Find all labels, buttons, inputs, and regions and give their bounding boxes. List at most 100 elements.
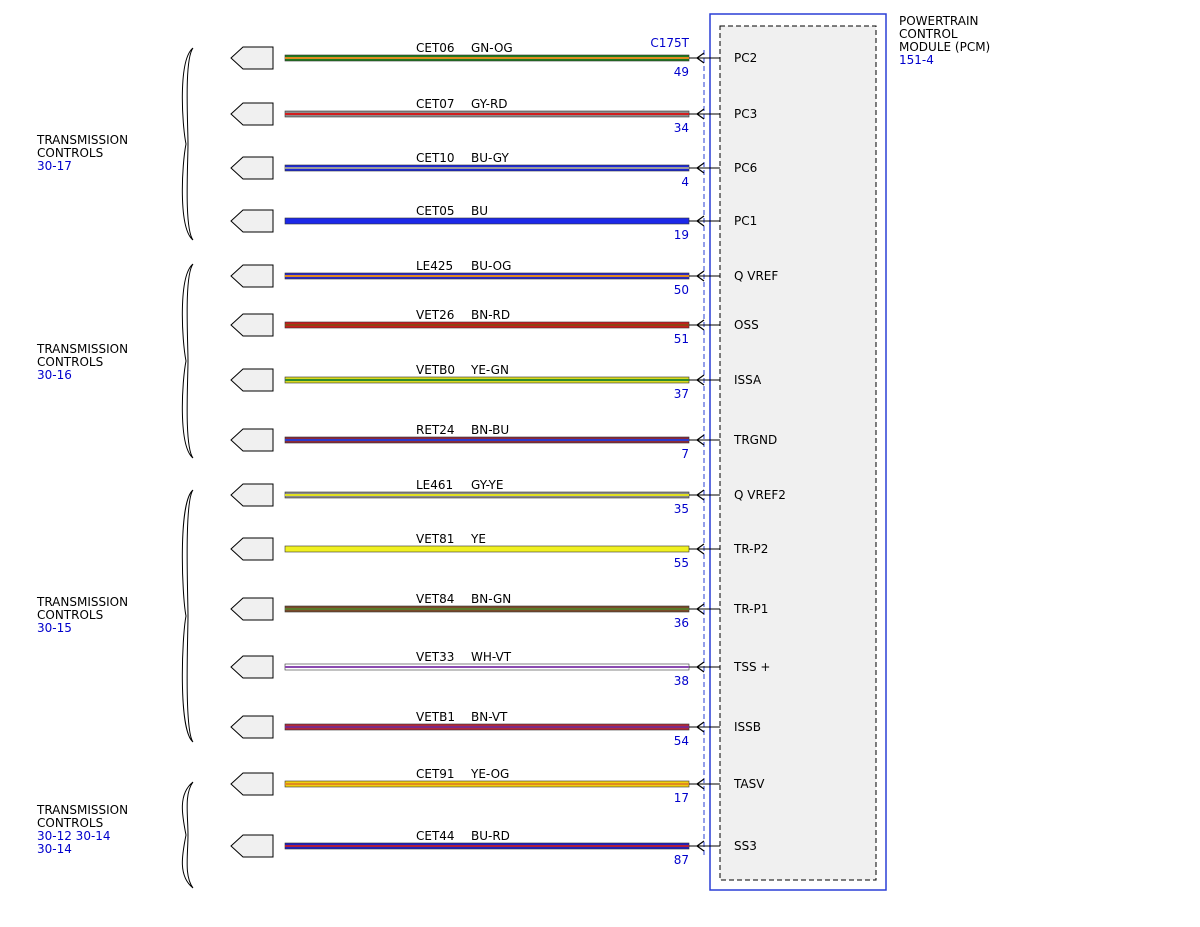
- pin-signal-label: ISSB: [734, 720, 761, 734]
- pin-number[interactable]: 36: [674, 616, 689, 630]
- pin-signal-label: PC3: [734, 107, 757, 121]
- pin-number[interactable]: 54: [674, 734, 689, 748]
- pin-number[interactable]: 37: [674, 387, 689, 401]
- wire-row: RET24 BN-BU 7 TRGND: [230, 423, 777, 461]
- pin-number[interactable]: 34: [674, 121, 689, 135]
- group-label: CONTROLS: [37, 816, 103, 830]
- pin-number[interactable]: 49: [674, 65, 689, 79]
- pin-signal-label: PC2: [734, 51, 757, 65]
- group-label: TRANSMISSION: [36, 342, 128, 356]
- group-reference-link[interactable]: 30-12 30-14: [37, 829, 111, 843]
- wire-stripe: [285, 324, 689, 326]
- connector-terminal[interactable]: [230, 209, 274, 233]
- wire-stripe: [285, 666, 689, 668]
- circuit-label: VET26: [416, 308, 454, 322]
- group-label: CONTROLS: [37, 608, 103, 622]
- connector-terminal[interactable]: [230, 102, 274, 126]
- wire-stripe: [285, 167, 689, 169]
- pin-signal-label: PC6: [734, 161, 757, 175]
- wire-color-label: GN-OG: [471, 41, 513, 55]
- pin-number[interactable]: 4: [681, 175, 689, 189]
- group-label: TRANSMISSION: [36, 595, 128, 609]
- wire-row: VETB0 YE-GN 37 ISSA: [230, 363, 762, 401]
- connector-terminal[interactable]: [230, 537, 274, 561]
- pin-number[interactable]: 87: [674, 853, 689, 867]
- group-brace: [181, 263, 194, 459]
- pin-number[interactable]: 19: [674, 228, 689, 242]
- wire-color-label: WH-VT: [471, 650, 512, 664]
- connector-terminal[interactable]: [230, 834, 274, 858]
- pin-number[interactable]: 51: [674, 332, 689, 346]
- group-brace: [181, 489, 194, 743]
- pcm-title-line-2: CONTROL: [899, 27, 958, 41]
- wire-row: LE425 BU-OG 50 Q VREF: [230, 259, 778, 297]
- connector-terminal[interactable]: [230, 428, 274, 452]
- connector-terminal[interactable]: [230, 264, 274, 288]
- wire-color-label: BN-RD: [471, 308, 510, 322]
- pin-signal-label: TR-P1: [733, 602, 768, 616]
- circuit-label: LE425: [416, 259, 453, 273]
- pin-number[interactable]: 38: [674, 674, 689, 688]
- circuit-label: VET33: [416, 650, 454, 664]
- wire-stripe: [285, 113, 689, 115]
- connector-terminal[interactable]: [230, 772, 274, 796]
- group-reference-link[interactable]: 30-17: [37, 159, 72, 173]
- pin-signal-label: PC1: [734, 214, 757, 228]
- circuit-label: CET06: [416, 41, 455, 55]
- wire-color-label: BU-GY: [471, 151, 509, 165]
- wire-row: CET10 BU-GY 4 PC6: [230, 151, 757, 189]
- pin-arrow-icon: [695, 434, 705, 446]
- pin-arrow-icon: [695, 108, 705, 120]
- pin-number[interactable]: 35: [674, 502, 689, 516]
- pin-arrow-icon: [695, 52, 705, 64]
- wires-layer: CET06 GN-OG 49 PC2 CET07 GY-RD 34 PC3 CET10 BU-GY…: [230, 41, 786, 867]
- pin-arrow-icon: [695, 319, 705, 331]
- groups-layer: TRANSMISSIONCONTROLS30-17TRANSMISSIONCON…: [36, 47, 194, 889]
- connector-terminal[interactable]: [230, 313, 274, 337]
- pin-arrow-icon: [695, 778, 705, 790]
- pcm-reference-link[interactable]: 151-4: [899, 53, 934, 67]
- pin-arrow-icon: [695, 543, 705, 555]
- group-label: TRANSMISSION: [36, 133, 128, 147]
- pin-arrow-icon: [695, 840, 705, 852]
- pin-arrow-icon: [695, 603, 705, 615]
- group-reference-link[interactable]: 30-15: [37, 621, 72, 635]
- pin-number[interactable]: 17: [674, 791, 689, 805]
- connector-terminal[interactable]: [230, 156, 274, 180]
- circuit-label: LE461: [416, 478, 453, 492]
- pin-signal-label: SS3: [734, 839, 757, 853]
- wire-row: VET81 YE 55 TR-P2: [230, 532, 768, 570]
- pin-arrow-icon: [695, 215, 705, 227]
- connector-terminal[interactable]: [230, 483, 274, 507]
- circuit-label: CET91: [416, 767, 455, 781]
- wire[interactable]: [284, 545, 690, 553]
- wire-row: CET07 GY-RD 34 PC3: [230, 97, 757, 135]
- pin-signal-label: TR-P2: [733, 542, 768, 556]
- wire-row: VET84 BN-GN 36 TR-P1: [230, 592, 768, 630]
- pin-signal-label: Q VREF: [734, 269, 778, 283]
- circuit-label: VET84: [416, 592, 454, 606]
- wire[interactable]: [284, 217, 690, 225]
- connector-terminal[interactable]: [230, 655, 274, 679]
- pin-arrow-icon: [695, 374, 705, 386]
- pcm-module-body: [719, 25, 877, 881]
- connector-terminal[interactable]: [230, 597, 274, 621]
- connector-terminal[interactable]: [230, 368, 274, 392]
- pin-number[interactable]: 50: [674, 283, 689, 297]
- group-reference-link[interactable]: 30-14: [37, 842, 72, 856]
- wire-stripe: [285, 494, 689, 496]
- connector-terminal[interactable]: [230, 46, 274, 70]
- pin-number[interactable]: 7: [681, 447, 689, 461]
- group-reference-link[interactable]: 30-16: [37, 368, 72, 382]
- circuit-label: RET24: [416, 423, 455, 437]
- wire-color-label: BU-RD: [471, 829, 510, 843]
- pin-number[interactable]: 55: [674, 556, 689, 570]
- wire-color-label: GY-YE: [471, 478, 503, 492]
- connector-id-link[interactable]: C175T: [650, 36, 689, 50]
- pin-signal-label: ISSA: [734, 373, 762, 387]
- connector-terminal[interactable]: [230, 715, 274, 739]
- pcm-title-line-1: POWERTRAIN: [899, 14, 979, 28]
- wire-color-label: BN-GN: [471, 592, 511, 606]
- circuit-label: CET07: [416, 97, 455, 111]
